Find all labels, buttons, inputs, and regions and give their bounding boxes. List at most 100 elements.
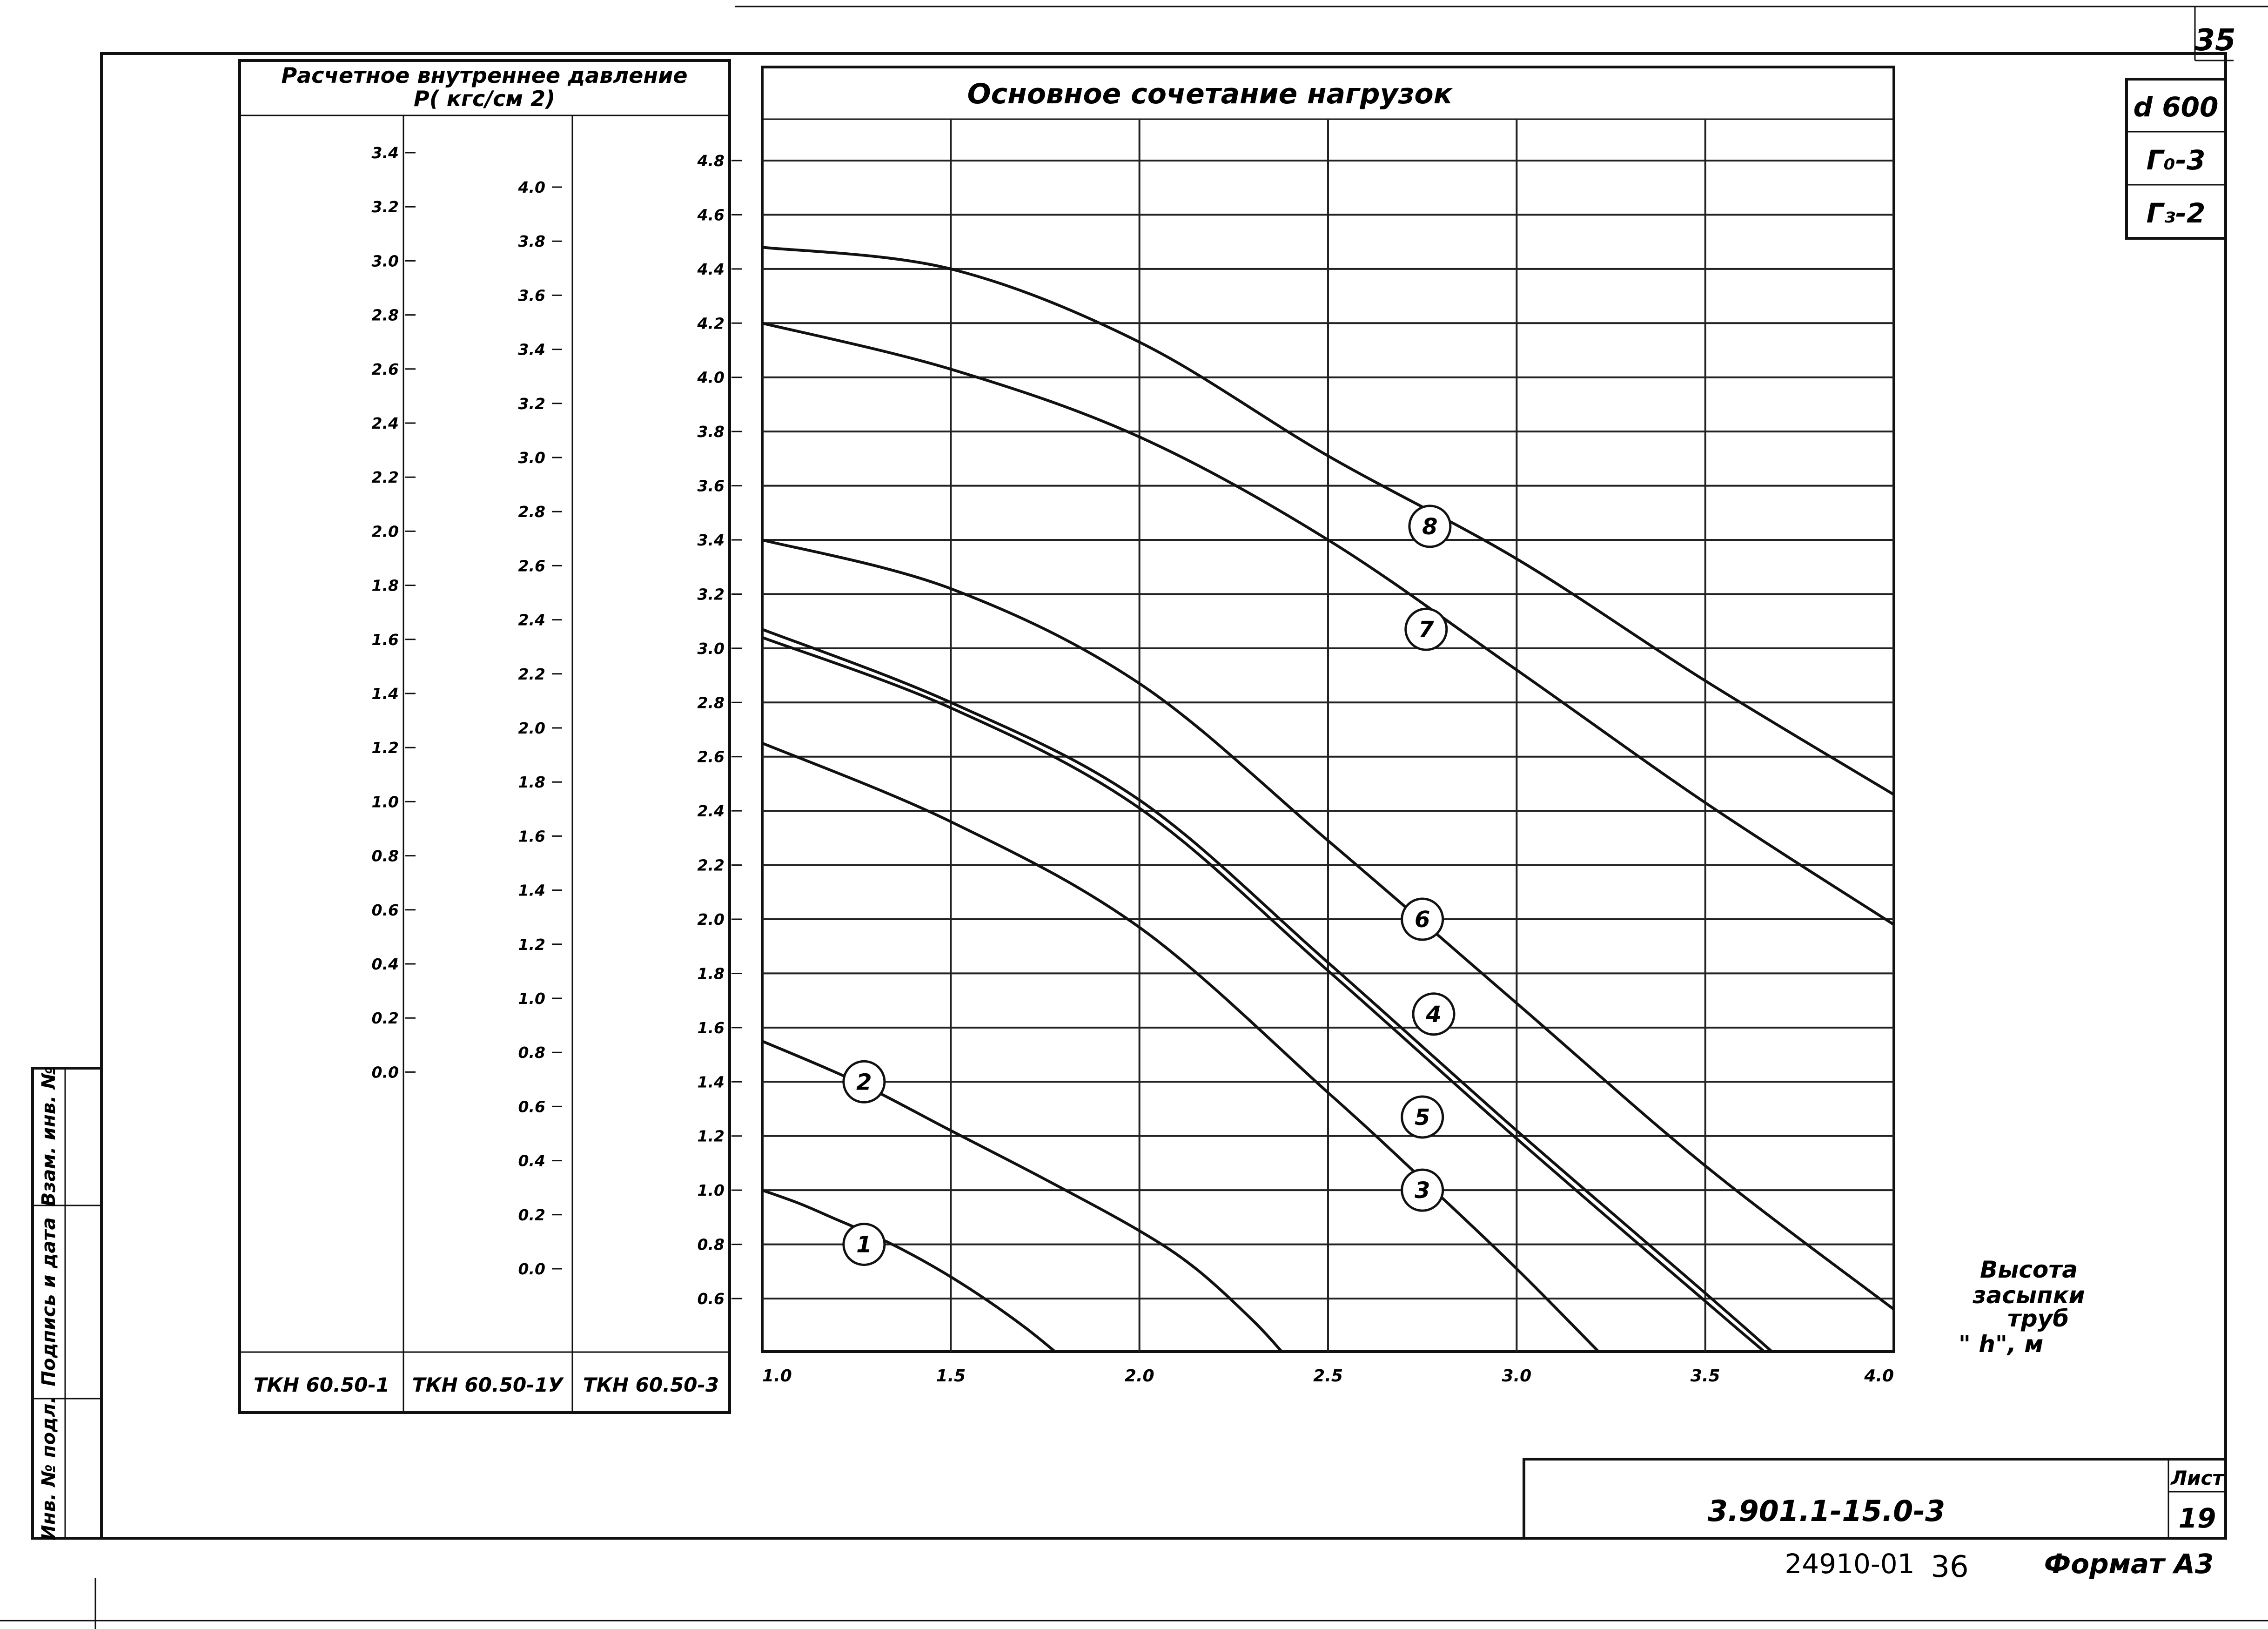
scale-tick-label: 3.2 [518,395,545,413]
curve-label-circle [842,1060,886,1104]
scale-tick-label: 2.8 [518,503,545,521]
scale-tick-label: 0.8 [698,1236,725,1254]
scale-tick-label: 1.8 [518,773,545,791]
scale-tick-label: 3.0 [372,252,399,270]
scale-tick-label: 2.6 [372,360,399,378]
curve-label-circle [1404,607,1448,651]
curve-label-7: 7 [1404,607,1448,651]
scale-column-tkn-60-50-1u: 4.0 3.8 3.6 3.4 3.2 3.0 2.8 2.6 2.4 2.2 2.0 1.8 1.6 1… [518,178,562,1278]
top-sheet-number-box: 35 [2194,7,2236,61]
scale-tick-label: 4.4 [697,260,725,278]
curve-4 [762,628,1774,1352]
scale-tick-label: 4.0 [697,369,725,387]
curve-label-number: 6 [1415,907,1430,933]
curve-label-3: 3 [1401,1168,1444,1212]
scale-tick-label: 1.4 [518,882,545,900]
scale-tick-label: 1.6 [698,1019,725,1037]
scale-tick-label: 1.0 [698,1181,725,1199]
scale-tick-label: 3.2 [698,585,725,603]
curve-6 [762,539,1894,1311]
archive-number: 24910-01 [1785,1548,1914,1580]
side-approval-stamp: Взам. инв. № Подпись и дата Инв. № подл. [31,1067,103,1541]
curve-label-1: 1 [842,1223,886,1266]
curve-8 [762,246,1894,796]
scale-tick-label: 0.4 [518,1152,545,1170]
scale-tick-label: 3.0 [698,639,725,658]
scale-tick-label: 0.8 [372,847,399,865]
x-label-line-1: Высота [1980,1256,2078,1283]
scale-tick-label: 0.2 [518,1206,545,1224]
scale-tick-label: 0.2 [372,1009,399,1027]
curve-label-number: 8 [1422,514,1437,540]
document-code: 3.901.1-15.0-3 [1708,1494,1945,1528]
curve-1 [762,1189,1058,1352]
scale-tick-label: 2.4 [372,414,399,432]
stamp-inv-podl: Инв. № подл. [38,1396,60,1541]
scale-tick-label: 1.6 [372,631,399,649]
scale-tick-label: 3.8 [518,232,545,250]
scale-tick-label: 3.4 [698,531,725,549]
scale-tick-label: 2.6 [518,557,545,575]
x-axis-ticks: 1.0 1.5 2.0 2.5 3.0 3.5 4.0 [762,1366,1894,1386]
x-tick-label: 2.0 [1125,1366,1154,1386]
curve-label-circle [1401,897,1444,941]
curve-label-number: 4 [1425,1002,1441,1028]
scale-tick-label: 2.0 [518,719,545,737]
x-label-line-4: " h", м [1959,1331,2043,1358]
curve-2 [762,1040,1284,1352]
scale-tick-label: 3.6 [518,286,545,304]
scale-tick-label: 1.4 [372,685,399,703]
x-tick-label: 1.0 [762,1366,792,1386]
chart-title: Основное сочетание нагрузок [967,78,1453,110]
scale-tick-label: 3.4 [372,144,399,162]
scale-tick-label: 2.2 [372,468,399,486]
stamp-g0: Г₀-3 [2147,144,2206,176]
x-label-line-2: засыпки [1972,1282,2085,1309]
scale-tick-label: 2.0 [698,910,725,929]
scale-column-tkn-60-50-3: 4.8 4.6 4.4 4.2 4.0 3.8 3.6 3.4 3.2 3.0 2.8 2.6 2.4 2… [697,152,742,1308]
scale-tick-label: 0.6 [372,901,399,919]
scale-tick-label: 3.8 [698,423,725,441]
scale-tick-label: 0.6 [698,1290,725,1308]
scale-tick-label: 4.8 [697,152,725,170]
curve-5 [762,636,1767,1352]
top-sheet-number: 35 [2194,23,2235,58]
scale-tick-label: 2.6 [698,748,725,766]
curve-3 [762,741,1601,1352]
scale-tick-label: 0.8 [518,1043,545,1062]
curve-label-2: 2 [842,1060,886,1104]
column-label-tkn-60-50-1: ТКН 60.50-1 [254,1373,389,1396]
curve-label-number: 2 [856,1069,872,1095]
scale-tick-label: 1.2 [698,1127,725,1145]
footer: 24910-01 36 Формат А3 [1785,1548,2214,1584]
x-tick-label: 1.5 [936,1366,966,1386]
scale-column-tkn-60-50-1: 3.4 3.2 3.0 2.8 2.6 2.4 2.2 2.0 1.8 1.6 1.4 1.2 1.0 0… [372,144,416,1081]
curve-label-circle [842,1223,886,1266]
stamp-diameter: d 600 [2134,91,2219,123]
title-block: 3.901.1-15.0-3 Лист 19 [1523,1458,2227,1540]
scale-tick-label: 0.4 [372,955,399,973]
curve-7 [762,322,1894,926]
scale-tick-label: 0.0 [372,1063,399,1081]
curve-label-number: 5 [1415,1104,1430,1131]
stamp-podpis-data: Подпись и дата [38,1217,60,1386]
x-tick-label: 2.5 [1313,1366,1343,1386]
scale-tick-label: 1.0 [372,793,399,811]
scale-tick-label: 3.4 [518,341,545,359]
scale-tick-label: 4.0 [518,178,545,196]
paper-format: Формат А3 [2044,1548,2214,1580]
scale-tick-label: 0.0 [518,1260,545,1278]
curve-label-number: 7 [1418,617,1434,643]
curve-label-circle [1408,505,1452,548]
scale-tick-label: 3.0 [518,449,545,467]
curve-label-circle [1412,992,1456,1036]
scale-tick-label: 2.0 [372,522,399,540]
stamp-boxes: d 600 Г₀-3 Г₃-2 [2125,78,2227,240]
column-label-tkn-60-50-1u: ТКН 60.50-1У [412,1373,564,1396]
curve-label-number: 1 [856,1232,872,1258]
chart-curve-labels: 1 2 3 4 5 6 7 8 [842,505,1456,1266]
scale-tick-label: 1.2 [372,739,399,757]
scale-tick-label: 1.2 [518,936,545,954]
scale-tick-label: 4.2 [697,314,725,332]
pressure-header-line2: P( кгс/см 2) [414,86,555,111]
